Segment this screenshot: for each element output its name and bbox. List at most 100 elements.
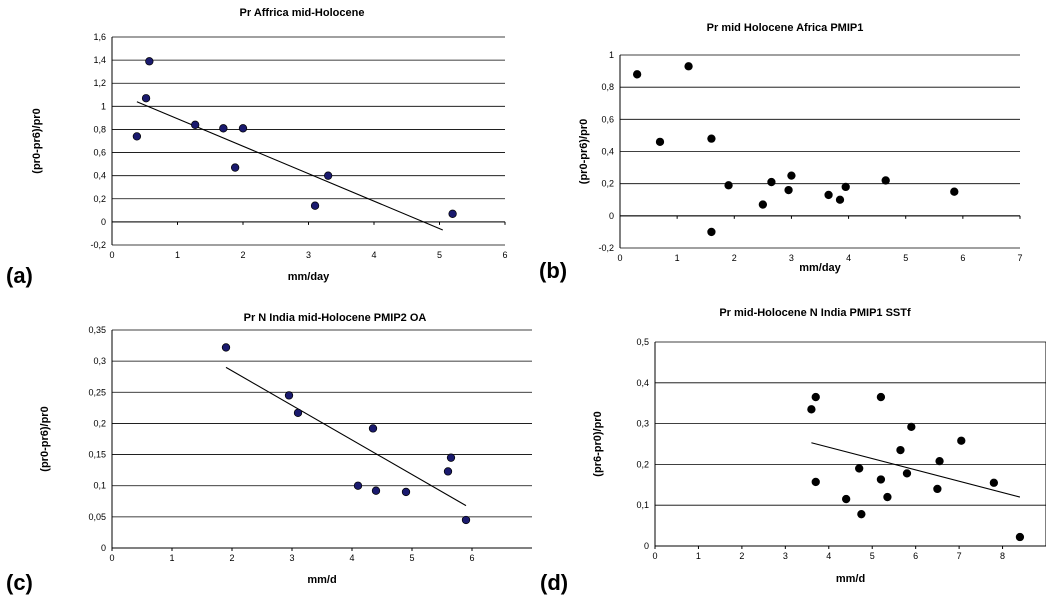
data-point	[238, 124, 248, 133]
x-axis-label: mm/day	[799, 262, 841, 274]
chart-title: Pr mid-Holocene N India PMIP1 SSTf	[719, 307, 911, 319]
data-point	[448, 209, 457, 218]
y-tick-label: 0	[101, 543, 106, 553]
data-point	[811, 477, 820, 487]
y-tick-label: 0,2	[93, 418, 106, 428]
x-tick-label: 5	[903, 253, 908, 263]
y-tick-label: 0,6	[601, 114, 614, 124]
y-tick-label: 0,35	[88, 325, 106, 335]
y-tick-label: 0,2	[93, 194, 106, 204]
data-point	[787, 171, 796, 180]
data-point	[784, 185, 793, 195]
data-point	[446, 453, 456, 462]
y-tick-label: 0	[644, 541, 649, 551]
data-point	[989, 478, 999, 487]
data-point	[902, 469, 912, 478]
data-point	[141, 94, 151, 103]
data-point	[883, 492, 892, 502]
data-point	[907, 422, 916, 432]
y-axis-label: (pr0-pr6)/pr0	[578, 119, 590, 184]
x-tick-label: 7	[957, 551, 962, 561]
x-tick-label: 0	[617, 253, 622, 263]
y-axis-label: (pr0-pr6)/pr0	[39, 406, 51, 471]
x-tick-label: 3	[289, 553, 294, 563]
x-tick-label: 4	[371, 250, 376, 260]
data-point	[368, 424, 378, 433]
x-tick-label: 1	[175, 250, 180, 260]
y-tick-label: 0,4	[601, 147, 614, 157]
y-tick-label: 0,6	[93, 148, 106, 158]
x-tick-label: 0	[109, 250, 114, 260]
y-tick-label: 0,4	[636, 378, 649, 388]
x-axis-label: mm/d	[307, 574, 336, 586]
y-tick-label: 0,5	[636, 337, 649, 347]
data-point	[371, 486, 381, 495]
y-tick-label: 0,2	[636, 459, 649, 469]
y-axis-label: (pr0-pr6)/pr0	[31, 108, 43, 173]
y-tick-label: 0	[101, 217, 106, 227]
y-tick-label: 0,8	[93, 124, 106, 134]
y-tick-label: 0,8	[601, 82, 614, 92]
x-tick-label: 0	[109, 553, 114, 563]
panel-label: (a)	[6, 263, 33, 288]
data-point	[933, 484, 942, 494]
y-tick-label: 0,2	[601, 179, 614, 189]
y-tick-label: 1,6	[93, 32, 106, 42]
data-point	[324, 171, 333, 180]
x-tick-label: 1	[675, 253, 680, 263]
data-point	[707, 227, 716, 237]
data-point	[221, 343, 231, 352]
data-point	[896, 445, 905, 455]
data-point	[230, 163, 240, 172]
y-tick-label: 1	[609, 50, 614, 60]
x-tick-label: 6	[913, 551, 918, 561]
x-tick-label: 7	[1017, 253, 1022, 263]
data-point	[632, 70, 642, 79]
y-tick-label: 0,25	[88, 387, 106, 397]
x-tick-label: 6	[502, 250, 507, 260]
chart-title: Pr mid Holocene Africa PMIP1	[707, 22, 864, 34]
x-tick-label: 2	[240, 250, 245, 260]
data-point	[767, 177, 776, 187]
trend-line	[136, 101, 443, 231]
x-tick-label: 5	[409, 553, 414, 563]
data-point	[1015, 532, 1025, 542]
panel-d: Pr mid-Holocene N India PMIP1 SSTf 0 0,1 0,…	[540, 307, 1046, 595]
data-point	[443, 467, 453, 476]
x-axis-label: mm/d	[836, 573, 865, 585]
data-point	[841, 182, 850, 192]
data-point	[219, 124, 228, 133]
y-tick-label: 0,4	[93, 171, 106, 181]
data-point	[881, 176, 890, 185]
data-point	[707, 134, 716, 143]
x-tick-label: 2	[229, 553, 234, 563]
x-tick-label: 2	[732, 253, 737, 263]
data-point	[401, 487, 411, 497]
data-point	[191, 120, 200, 129]
data-point	[876, 475, 886, 484]
data-point	[950, 187, 959, 196]
x-tick-label: 5	[870, 551, 875, 561]
y-tick-label: 0,15	[88, 450, 106, 460]
data-point	[724, 181, 733, 190]
data-point	[461, 515, 471, 525]
data-point	[824, 190, 833, 200]
y-tick-label: -0,2	[598, 243, 614, 253]
panel-label: (c)	[6, 570, 33, 595]
y-tick-label: 0	[609, 211, 614, 221]
x-tick-label: 4	[349, 553, 354, 563]
data-point	[807, 405, 816, 414]
x-tick-label: 4	[846, 253, 851, 263]
y-tick-label: 0,1	[93, 481, 106, 491]
data-point	[855, 464, 864, 473]
panel-b: Pr mid Holocene Africa PMIP1-0,200,20,40…	[539, 22, 1023, 283]
chart-title: Pr N India mid-Holocene PMIP2 OA	[244, 312, 427, 324]
x-axis-label: mm/day	[288, 271, 330, 283]
data-point	[655, 137, 665, 147]
data-point	[293, 408, 303, 417]
data-point	[935, 456, 944, 466]
data-point	[684, 62, 693, 71]
y-tick-label: 1,4	[93, 55, 106, 65]
panel-label: (b)	[539, 258, 567, 283]
